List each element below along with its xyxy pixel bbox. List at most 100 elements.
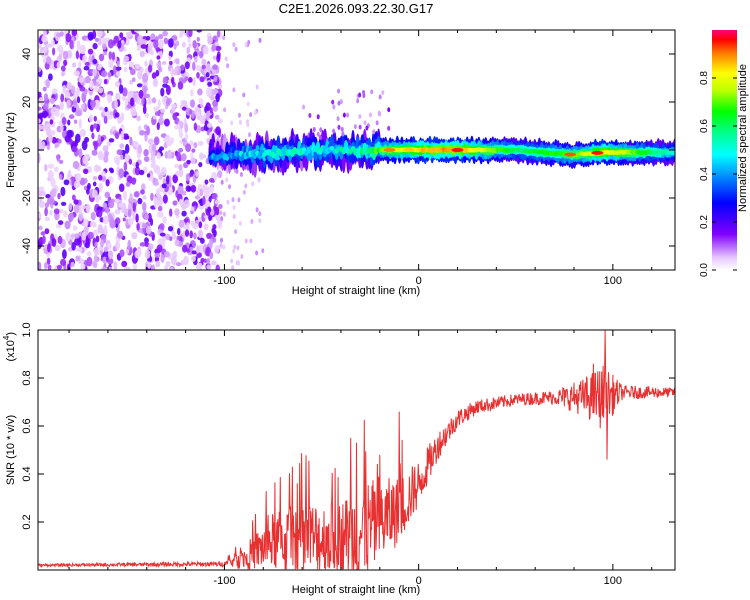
noise-cell [72, 160, 80, 170]
noise-cell [65, 232, 71, 242]
noise-cell [117, 230, 124, 239]
noise-cell [84, 136, 90, 143]
noise-cell [226, 63, 230, 69]
noise-cell [107, 71, 112, 78]
noise-cell [122, 217, 126, 222]
noise-cell [175, 262, 182, 267]
noise-cell [136, 44, 141, 52]
noise-cell [177, 228, 181, 235]
noise-cell [43, 102, 49, 111]
noise-cell [186, 222, 190, 231]
noise-cell [257, 177, 261, 183]
noise-cell [192, 61, 196, 71]
noise-cell [214, 114, 220, 120]
noise-cell [147, 64, 153, 73]
noise-cell [53, 208, 60, 215]
noise-cell [140, 39, 147, 45]
noise-cell [248, 132, 251, 138]
noise-cell [83, 65, 90, 71]
noise-cell [145, 113, 150, 119]
noise-cell [205, 102, 211, 111]
noise-cell [121, 260, 128, 268]
noise-cell [90, 211, 96, 221]
noise-cell [137, 144, 142, 154]
noise-cell [78, 247, 83, 253]
noise-cell [129, 136, 133, 146]
noise-cell [183, 255, 189, 266]
noise-cell [78, 211, 84, 222]
noise-cell [95, 197, 100, 203]
noise-cell [337, 88, 341, 94]
noise-cell [226, 199, 230, 205]
noise-cell [212, 88, 219, 95]
noise-cell [372, 129, 376, 135]
noise-cell [214, 199, 220, 205]
noise-cell [242, 189, 246, 195]
noise-cell [44, 202, 50, 208]
noise-cell [172, 174, 178, 184]
noise-cell [212, 224, 217, 230]
noise-cell [133, 94, 138, 103]
noise-cell [210, 95, 215, 101]
noise-cell [108, 51, 113, 60]
noise-cell [162, 194, 168, 204]
noise-cell [250, 219, 254, 224]
noise-cell [55, 108, 60, 118]
noise-cell [196, 36, 200, 42]
noise-cell [42, 235, 46, 244]
noise-cell [95, 235, 100, 243]
noise-cell [154, 111, 161, 116]
noise-cell [153, 136, 160, 146]
noise-cell [191, 250, 198, 255]
noise-cell [167, 149, 173, 160]
noise-cell [253, 110, 257, 116]
noise-cell [149, 218, 154, 226]
noise-cell [216, 53, 221, 63]
noise-cell [119, 249, 125, 257]
noise-cell [109, 111, 114, 116]
noise-cell [114, 99, 118, 109]
noise-cell [97, 78, 103, 85]
noise-cell [103, 115, 108, 124]
noise-cell [41, 124, 49, 131]
noise-cell [146, 125, 151, 136]
noise-cell [106, 141, 112, 147]
noise-cell [137, 125, 142, 132]
noise-cell [181, 41, 186, 48]
noise-cell [144, 237, 149, 244]
noise-cell [94, 85, 98, 92]
noise-cell [124, 266, 131, 270]
noise-cell [206, 122, 213, 128]
noise-cell [193, 142, 198, 149]
noise-cell [113, 261, 118, 270]
noise-cell [72, 225, 78, 232]
noise-cell [237, 260, 241, 266]
noise-cell [175, 58, 180, 65]
noise-cell [83, 185, 88, 191]
noise-cell [114, 81, 121, 88]
noise-cell [331, 99, 335, 105]
noise-cell [337, 124, 341, 130]
noise-cell [212, 64, 218, 70]
noise-cell [132, 111, 138, 116]
noise-cell [66, 263, 71, 270]
noise-cell [118, 202, 123, 208]
noise-cell [95, 165, 102, 172]
noise-cell [368, 112, 372, 118]
noise-cell [155, 188, 161, 198]
noise-cell [141, 222, 147, 229]
noise-cell [195, 65, 202, 72]
noise-cell [356, 98, 360, 104]
noise-cell [147, 96, 152, 105]
noise-cell [258, 37, 262, 43]
noise-cell [190, 89, 194, 97]
noise-cell [237, 197, 241, 203]
noise-cell [57, 192, 61, 200]
noise-cell [188, 43, 192, 48]
noise-cell [202, 45, 209, 55]
noise-cell [56, 264, 63, 270]
noise-cell [127, 239, 131, 250]
snr-x-tick-label: -100 [213, 575, 235, 587]
noise-cell [218, 204, 223, 209]
noise-cell [203, 223, 209, 231]
